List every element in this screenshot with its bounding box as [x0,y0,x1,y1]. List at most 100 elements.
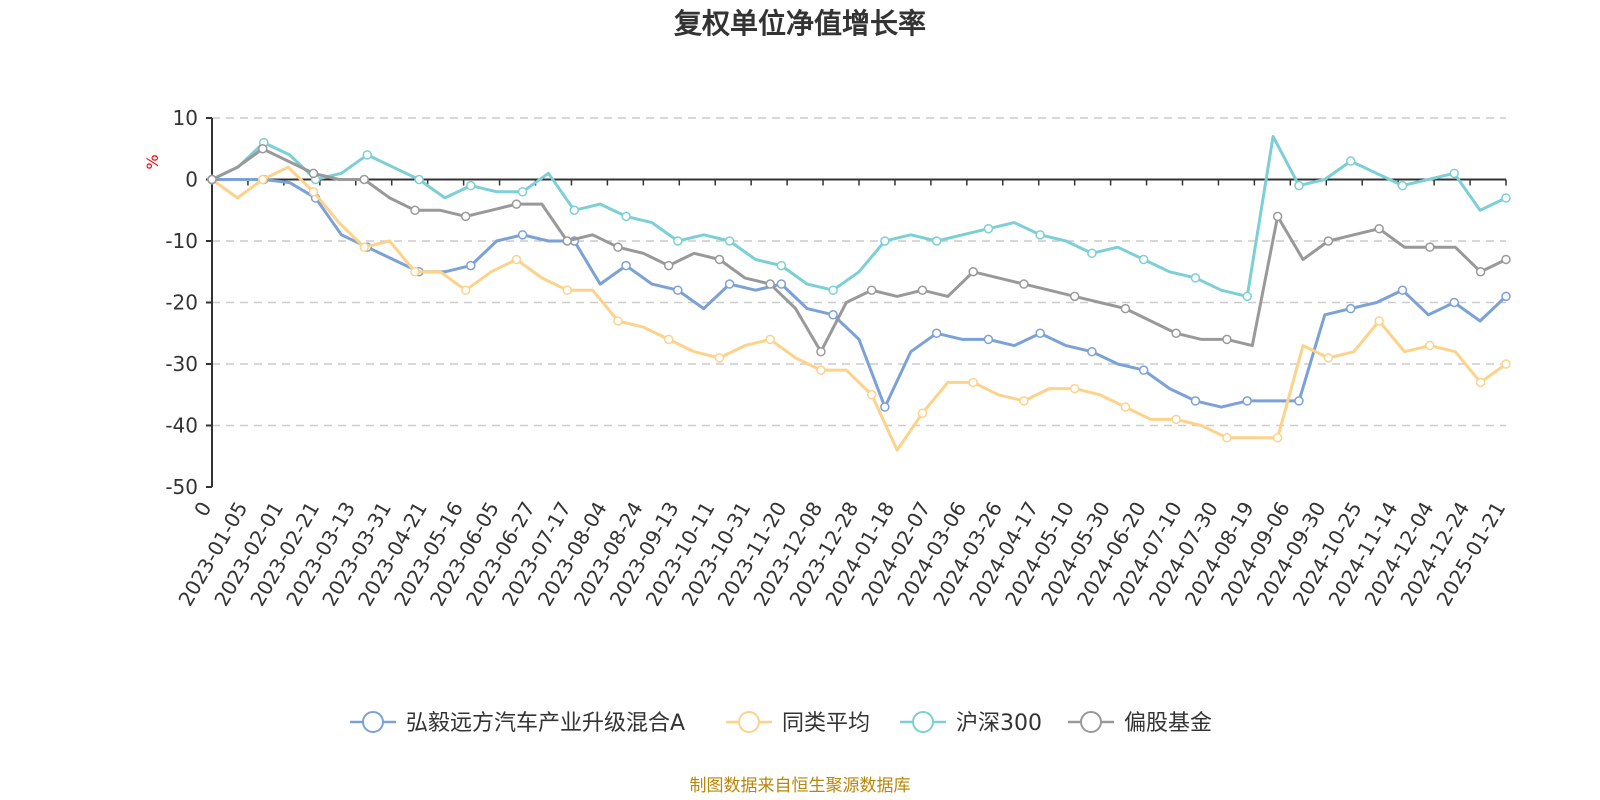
data-point [1120,402,1131,412]
data-point [866,390,877,400]
chart-title: 复权单位净值增长率 [674,7,926,40]
data-point [765,334,775,345]
data-point [1069,291,1080,302]
data-point [1272,433,1283,443]
data-point [724,279,735,289]
data-point [663,334,674,345]
data-point [1449,297,1459,308]
data-point [1294,180,1304,191]
data-point [776,279,787,289]
data-point [917,285,928,295]
data-point [362,150,373,160]
data-point [517,230,528,240]
legend-item-4[interactable]: 偏股基金 [1068,711,1212,736]
data-point [517,187,528,197]
data-point [613,316,623,326]
data-point [1397,180,1408,191]
data-point [359,242,369,252]
data-point [816,346,826,357]
data-point [359,174,369,185]
data-point [917,408,928,418]
data-point [621,260,631,271]
grid [212,117,1506,427]
data-point [308,187,319,197]
data-point [724,236,735,246]
data-point [673,285,683,295]
data-point [1019,279,1029,289]
data-point [1171,328,1181,338]
legend[interactable]: 弘毅远方汽车产业升级混合A 同类平均 沪深300 偏股基金 [350,711,1212,736]
data-point [663,260,674,271]
y-tick-label: -40 [165,414,198,438]
data-point [1222,334,1232,345]
y-axis-unit: % [143,154,162,169]
series-line-2 [210,165,1508,452]
data-point [207,174,217,185]
data-point [1323,236,1334,246]
data-point [308,168,319,179]
legend-swatch-marker [738,711,760,733]
data-point [866,285,877,295]
data-point [1501,193,1511,203]
legend-swatch-marker [912,711,934,733]
data-point [816,365,826,375]
data-point [257,174,268,185]
data-point [931,328,942,338]
data-point [1190,273,1201,283]
data-point [828,310,838,320]
data-point [511,199,522,209]
data-point [765,279,775,289]
series-layer [207,134,1511,452]
data-point [466,260,476,271]
series-line-4 [210,147,1508,354]
y-tick-label: 10 [173,106,198,130]
legend-item-2[interactable]: 同类平均 [726,711,870,736]
data-point [776,260,787,271]
data-point [414,174,424,185]
data-point [1374,223,1384,234]
data-point [1138,254,1149,265]
data-point [1345,156,1356,166]
data-point [621,211,631,222]
data-point [1323,353,1334,363]
legend-label: 沪深300 [956,711,1042,736]
data-point [1035,230,1045,240]
legend-item-3[interactable]: 沪深300 [900,711,1042,736]
data-point [880,402,890,412]
data-point [1242,291,1252,302]
data-point [1397,285,1408,295]
data-point [562,236,572,246]
data-point [1087,248,1097,259]
data-point [1069,383,1080,394]
y-tick-label: 0 [185,168,198,192]
data-point [1171,414,1181,425]
legend-swatch-marker [362,711,384,733]
data-point [1138,365,1149,375]
data-point [460,285,471,295]
data-point [983,223,994,234]
data-point [410,205,420,215]
y-tick-label: -50 [165,475,198,499]
data-point [1345,303,1356,314]
footer-source: 制图数据来自恒生聚源数据库 [690,776,911,796]
data-point [828,285,838,295]
legend-label: 偏股基金 [1124,711,1212,736]
series-line-3 [210,134,1508,298]
legend-swatch-marker [1080,711,1102,733]
data-point [1425,340,1435,351]
data-point [1425,242,1435,252]
y-tick-label: -20 [165,291,198,315]
data-point [714,254,725,265]
data-point [880,236,890,246]
data-point [1374,316,1384,326]
data-point [613,242,623,252]
data-point [1501,291,1511,302]
legend-item-1[interactable]: 弘毅远方汽车产业升级混合A [350,711,685,736]
data-point [714,353,725,363]
data-point [968,267,978,277]
data-point [1501,254,1511,265]
data-point [968,377,978,388]
series-line-1 [210,178,1508,409]
data-point [1120,303,1131,314]
